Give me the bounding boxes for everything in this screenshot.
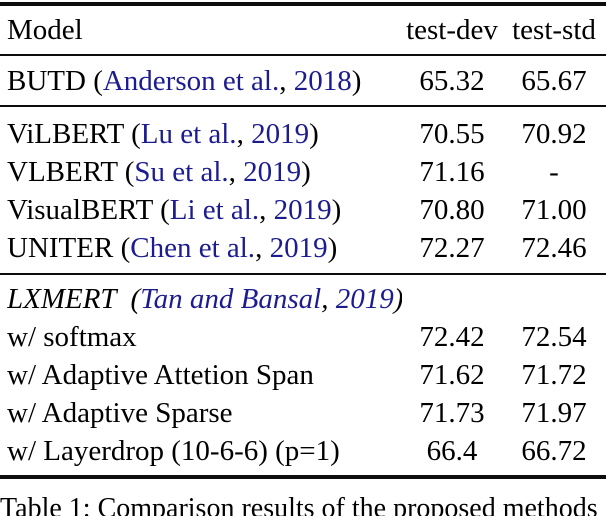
citation-separator: , bbox=[255, 232, 270, 264]
table-section-lxmert: LXMERT (Tan and Bansal, 2019) w/ softmax… bbox=[0, 275, 606, 475]
model-name-close: ) bbox=[331, 194, 342, 226]
cell-test-dev: 71.16 bbox=[419, 156, 485, 188]
column-header-model: Model bbox=[7, 14, 83, 46]
model-name: UNITER ( bbox=[7, 232, 131, 264]
cell-test-dev: 71.73 bbox=[419, 397, 485, 429]
citation-link-li-2019[interactable]: Li et al. bbox=[169, 194, 260, 226]
cell-test-dev: 65.32 bbox=[419, 65, 485, 97]
model-name-close: ) bbox=[327, 232, 338, 264]
table-row-visualbert: VisualBERT (Li et al., 2019) 70.80 71.00 bbox=[0, 191, 606, 229]
table-row-adaptive-sparse: w/ Adaptive Sparse 71.73 71.97 bbox=[0, 394, 606, 432]
table-bottom-rule bbox=[0, 475, 606, 479]
table-row-adaptive-attention-span: w/ Adaptive Attetion Span 71.62 71.72 bbox=[0, 356, 606, 394]
citation-link-tan-bansal-2019[interactable]: Tan and Bansal bbox=[140, 283, 322, 315]
table-header-row: Model test-dev test-std bbox=[0, 6, 606, 54]
cell-test-dev: 70.80 bbox=[419, 194, 485, 226]
cell-test-std: - bbox=[549, 156, 559, 188]
table-caption: Table 1: Comparison results of the propo… bbox=[0, 493, 598, 516]
citation-year-link[interactable]: 2019 bbox=[273, 194, 332, 226]
citation-year-link[interactable]: 2018 bbox=[293, 65, 352, 97]
cell-test-std: 71.97 bbox=[521, 397, 587, 429]
model-cell: VisualBERT (Li et al., 2019) bbox=[7, 191, 402, 229]
table-row-layerdrop: w/ Layerdrop (10-6-6) (p=1) 66.4 66.72 bbox=[0, 432, 606, 470]
citation-separator: , bbox=[259, 194, 274, 226]
model-name: ViLBERT ( bbox=[7, 118, 141, 150]
variant-label: w/ Adaptive Sparse bbox=[7, 397, 233, 429]
table-row-vilbert: ViLBERT (Lu et al., 2019) 70.55 70.92 bbox=[0, 115, 606, 153]
model-name: BUTD ( bbox=[7, 65, 103, 97]
cell-test-dev: 72.42 bbox=[419, 321, 485, 353]
cell-test-dev: 71.62 bbox=[419, 359, 485, 391]
citation-separator: , bbox=[228, 156, 244, 188]
table-top-rule bbox=[0, 2, 606, 6]
cell-test-std: 70.92 bbox=[521, 118, 587, 150]
model-name-close: ) bbox=[301, 156, 311, 188]
cell-test-dev: 70.55 bbox=[419, 118, 485, 150]
column-header-test-dev: test-dev bbox=[406, 14, 498, 46]
cell-test-std: 66.72 bbox=[521, 435, 587, 467]
citation-year-link[interactable]: 2019 bbox=[335, 283, 394, 315]
citation-separator: , bbox=[279, 65, 294, 97]
citation-separator: , bbox=[236, 118, 252, 150]
citation-link-su-2019[interactable]: Su et al. bbox=[134, 156, 229, 188]
model-name-close: ) bbox=[309, 118, 319, 150]
cell-test-dev: 72.27 bbox=[419, 232, 485, 264]
model-cell: UNITER (Chen et al., 2019) bbox=[7, 229, 402, 267]
cell-test-std: 71.72 bbox=[521, 359, 587, 391]
citation-link-chen-2019[interactable]: Chen et al. bbox=[130, 232, 256, 264]
model-name: VisualBERT ( bbox=[7, 194, 170, 226]
variant-label: w/ Layerdrop (10-6-6) (p=1) bbox=[7, 435, 340, 467]
table-row-uniter: UNITER (Chen et al., 2019) 72.27 72.46 bbox=[0, 229, 606, 267]
table-row-lxmert: LXMERT (Tan and Bansal, 2019) bbox=[0, 280, 606, 318]
cell-test-dev: 66.4 bbox=[426, 435, 478, 467]
table-row-softmax: w/ softmax 72.42 72.54 bbox=[0, 318, 606, 356]
citation-year-link[interactable]: 2019 bbox=[243, 156, 302, 188]
table-midrule-1 bbox=[0, 54, 606, 56]
model-name: LXMERT ( bbox=[7, 283, 141, 315]
model-name-close: ) bbox=[394, 283, 402, 315]
model-cell: LXMERT (Tan and Bansal, 2019) bbox=[7, 280, 402, 318]
citation-separator: , bbox=[321, 283, 336, 315]
column-header-test-std: test-std bbox=[512, 14, 596, 46]
table-midrule-2 bbox=[0, 105, 606, 107]
table-row-butd: BUTD (Anderson et al., 2018) 65.32 65.67 bbox=[0, 62, 606, 100]
model-cell: VLBERT (Su et al., 2019) bbox=[7, 153, 402, 191]
variant-label: w/ Adaptive Attetion Span bbox=[7, 359, 314, 391]
model-name-close: ) bbox=[351, 65, 362, 97]
citation-link-lu-2019[interactable]: Lu et al. bbox=[140, 118, 237, 150]
table-section-baselines: ViLBERT (Lu et al., 2019) 70.55 70.92 VL… bbox=[0, 107, 606, 273]
table-midrule-3 bbox=[0, 273, 606, 275]
model-name: VLBERT ( bbox=[7, 156, 135, 188]
table-row-vlbert: VLBERT (Su et al., 2019) 71.16 - bbox=[0, 153, 606, 191]
model-cell: ViLBERT (Lu et al., 2019) bbox=[7, 115, 402, 153]
citation-link-anderson-2018[interactable]: Anderson et al. bbox=[102, 65, 280, 97]
table-section-butd: BUTD (Anderson et al., 2018) 65.32 65.67 bbox=[0, 56, 606, 105]
cell-test-std: 71.00 bbox=[521, 194, 587, 226]
citation-year-link[interactable]: 2019 bbox=[251, 118, 310, 150]
citation-year-link[interactable]: 2019 bbox=[269, 232, 328, 264]
cell-test-std: 72.54 bbox=[521, 321, 587, 353]
cell-test-std: 65.67 bbox=[521, 65, 587, 97]
model-cell: BUTD (Anderson et al., 2018) bbox=[7, 62, 402, 100]
cell-test-std: 72.46 bbox=[521, 232, 587, 264]
variant-label: w/ softmax bbox=[7, 321, 137, 353]
